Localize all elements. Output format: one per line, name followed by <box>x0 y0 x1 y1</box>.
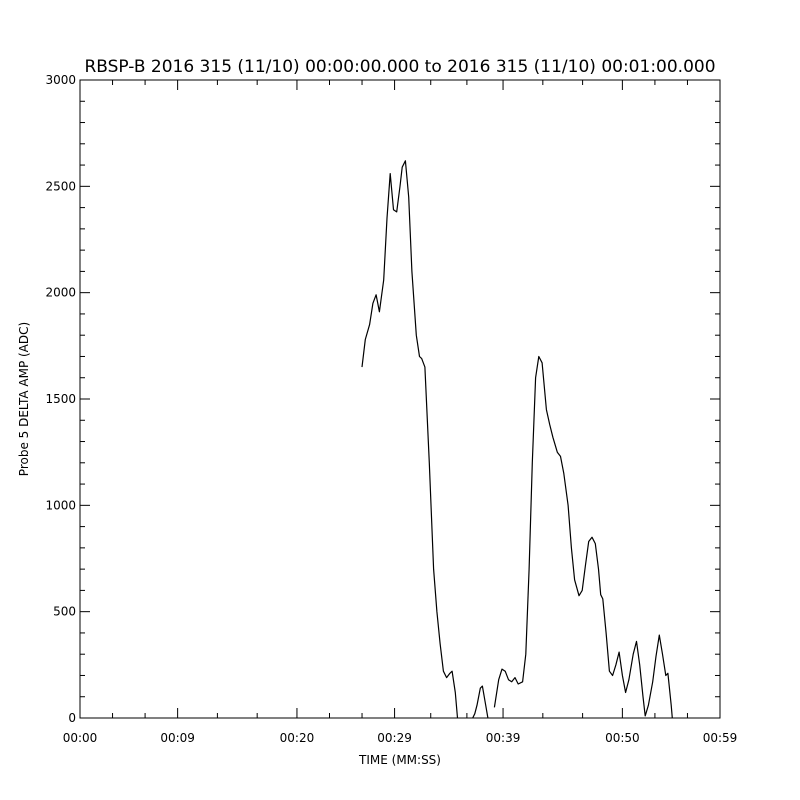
data-line-segment <box>493 355 673 719</box>
y-tick-label: 0 <box>68 711 76 725</box>
x-tick-label: 00:09 <box>160 731 195 745</box>
chart-title: RBSP-B 2016 315 (11/10) 00:00:00.000 to … <box>84 57 715 77</box>
plot-frame <box>79 79 721 719</box>
y-tick-label: 1500 <box>45 392 76 406</box>
y-tick-label: 3000 <box>45 73 76 87</box>
y-tick-label: 1000 <box>45 498 76 512</box>
series-layer <box>361 160 673 719</box>
y-axis-label: Probe 5 DELTA AMP (ADC) <box>17 322 31 476</box>
x-axis-label: TIME (MM:SS) <box>358 753 441 767</box>
data-line-segment <box>472 685 489 719</box>
y-axis-ticks: 0 500 1000 1500 2000 2500 3000 <box>45 73 720 725</box>
data-line-segment <box>361 160 459 719</box>
x-axis-ticks: 00:00 00:09 00:20 00:29 00:39 00:50 00:59 <box>63 80 738 745</box>
x-tick-label: 00:59 <box>703 731 738 745</box>
y-tick-label: 500 <box>53 605 76 619</box>
x-tick-label: 00:20 <box>280 731 315 745</box>
y-tick-label: 2500 <box>45 179 76 193</box>
x-tick-label: 00:50 <box>605 731 640 745</box>
x-tick-label: 00:39 <box>486 731 521 745</box>
y-tick-label: 2000 <box>45 286 76 300</box>
x-tick-label: 00:29 <box>377 731 412 745</box>
x-tick-label: 00:00 <box>63 731 98 745</box>
